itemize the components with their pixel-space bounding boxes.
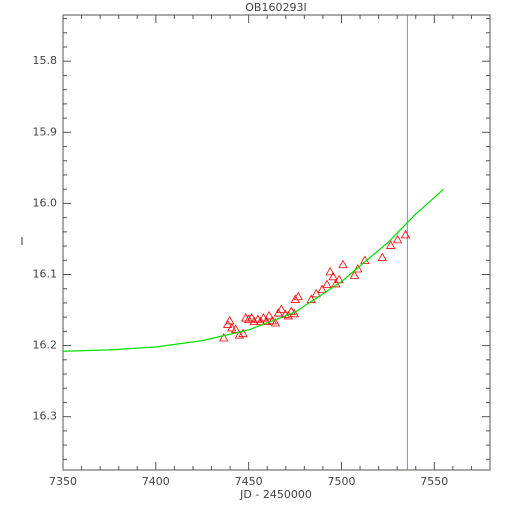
data-point — [349, 270, 360, 279]
data-point — [249, 316, 259, 326]
data-point — [261, 316, 272, 326]
data-point — [377, 252, 388, 262]
y-tick-label: 16.2 — [33, 339, 58, 352]
x-tick-label: 7550 — [420, 475, 448, 488]
data-point — [311, 288, 321, 298]
data-point — [392, 234, 403, 244]
x-tick-label: 7350 — [49, 475, 77, 488]
data-point — [325, 266, 335, 276]
data-point — [306, 294, 316, 303]
y-tick-label: 16.0 — [33, 196, 58, 209]
y-tick-label: 15.9 — [33, 125, 58, 138]
model-curve — [62, 188, 444, 352]
data-point — [234, 330, 245, 339]
data-point — [227, 322, 237, 332]
data-point — [290, 294, 300, 303]
data-point — [243, 314, 254, 323]
x-axis-label: JD - 2450000 — [239, 488, 312, 501]
data-point — [270, 318, 281, 327]
x-tick-label: 7500 — [327, 475, 355, 488]
plot-frame — [62, 14, 491, 471]
data-point — [353, 263, 363, 273]
data-point — [225, 315, 235, 325]
data-point — [276, 304, 287, 313]
chart-title: OB160293I — [245, 1, 306, 14]
x-tick-label: 7450 — [235, 475, 263, 488]
data-point — [385, 240, 396, 249]
y-tick-label: 16.1 — [33, 267, 58, 280]
data-point — [338, 259, 348, 269]
data-point — [264, 310, 274, 320]
y-axis-label: I — [20, 235, 23, 248]
y-tick-label: 15.8 — [33, 54, 58, 67]
data-point — [322, 279, 332, 289]
data-point — [400, 229, 411, 239]
x-tick-label: 7400 — [142, 475, 170, 488]
data-point — [238, 328, 248, 338]
data-point — [246, 313, 257, 322]
data-point — [293, 291, 303, 301]
y-tick-label: 16.3 — [33, 410, 58, 423]
data-point — [317, 284, 327, 294]
data-point — [328, 271, 338, 281]
data-point — [219, 332, 229, 342]
